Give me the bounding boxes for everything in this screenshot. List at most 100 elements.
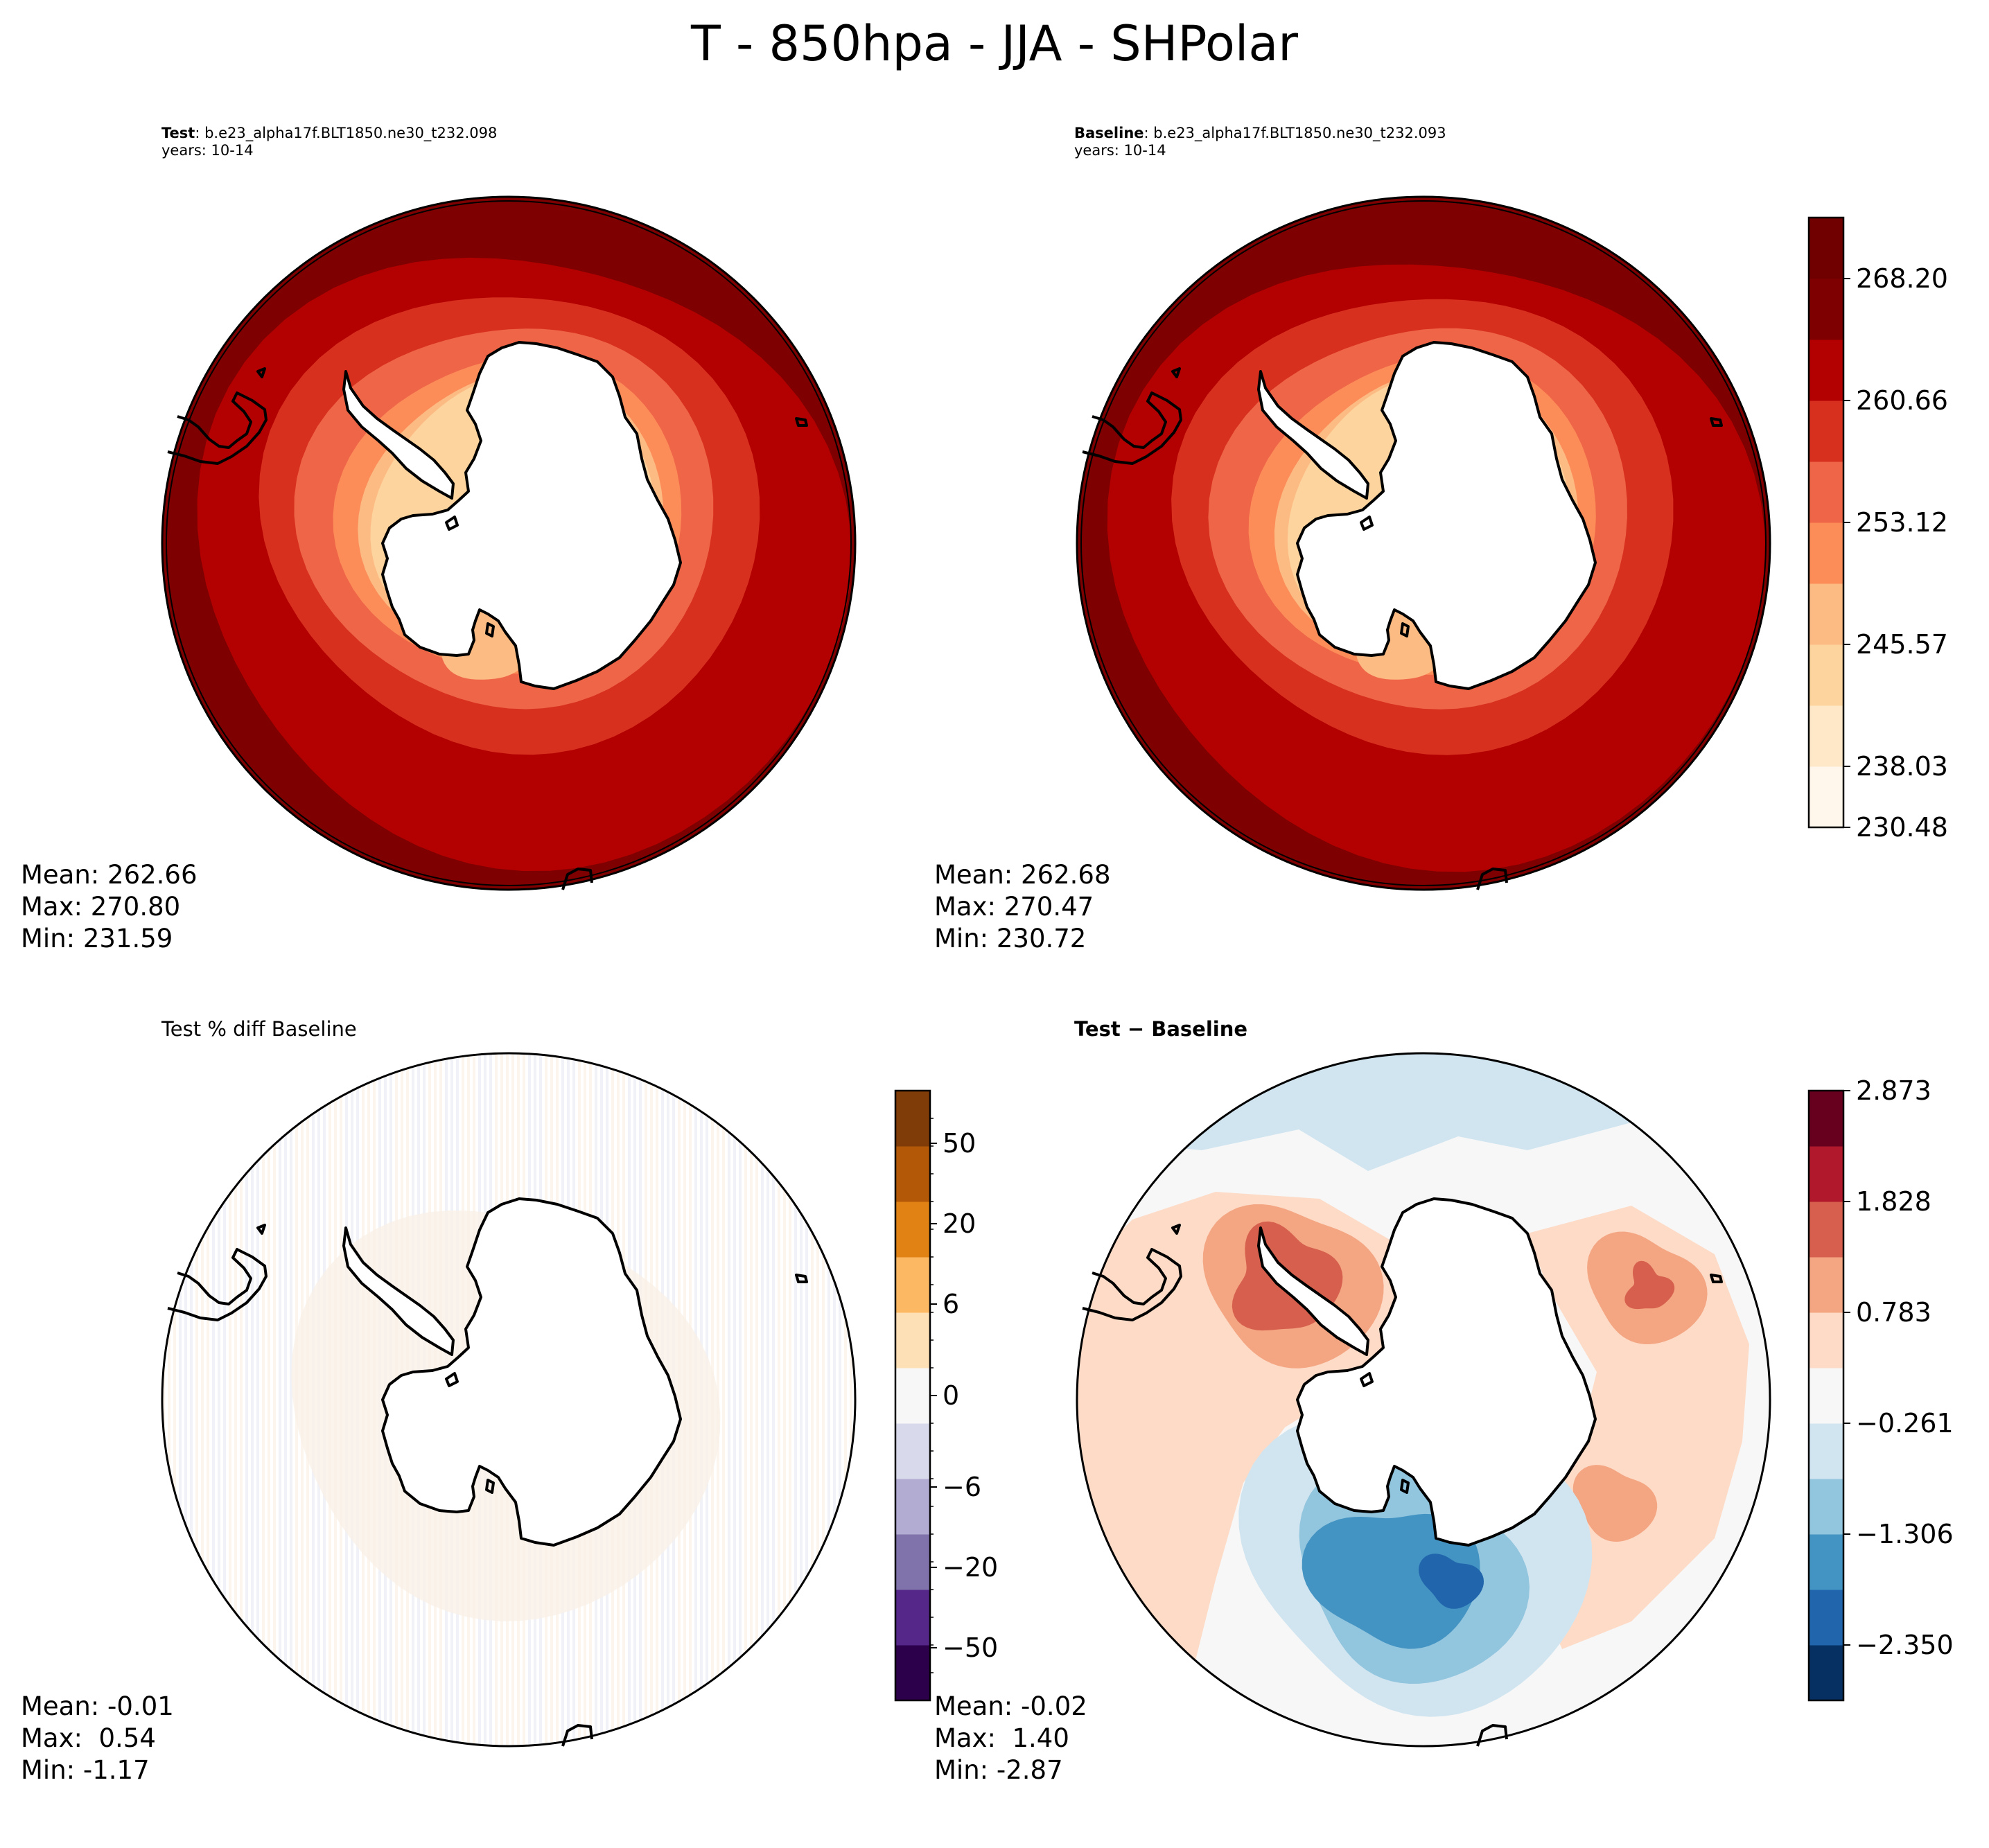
baseline-case-name: : b.e23_alpha17f.BLT1850.ne30_t232.093 (1144, 125, 1446, 141)
colorbar-segment (895, 1146, 930, 1202)
colorbar-segment (1809, 1590, 1843, 1646)
colorbar-segment (895, 1645, 930, 1701)
diff-max: Max: 1.40 (934, 1723, 1069, 1753)
field-stripe (850, 1053, 852, 1746)
colorbar-tick-label: 245.57 (1856, 629, 1948, 660)
field-stripe (273, 1053, 276, 1746)
colorbar-segment (895, 1091, 930, 1147)
colorbar-tick-label: 260.66 (1856, 385, 1948, 416)
field-stripe (744, 1053, 747, 1746)
new-zealand-coastline (561, 1724, 593, 1747)
field-stripe (839, 1053, 841, 1746)
island-coastline (1360, 1372, 1410, 1494)
colorbar-segment (895, 1368, 930, 1424)
test-max: Max: 270.80 (21, 892, 181, 922)
field-stripe (772, 1053, 775, 1746)
colorbar-tick-label: 1.828 (1856, 1186, 1931, 1217)
colorbar-frame (1807, 1089, 1845, 1702)
field-stripe (794, 1053, 797, 1746)
field-stripe (256, 1053, 259, 1746)
island-coastline (1360, 516, 1410, 637)
field-stripe (778, 1053, 780, 1746)
peninsula-coastline (1257, 1226, 1369, 1356)
test-mean: Mean: 262.66 (21, 860, 198, 890)
colorbar-segment (895, 1479, 930, 1535)
field-stripe (722, 1053, 725, 1746)
field-stripe (201, 1053, 204, 1746)
field-stripe (284, 1053, 287, 1746)
colorbar-tick-label: −2.350 (1856, 1630, 1954, 1660)
field-stripe (179, 1053, 182, 1746)
island-coastline (1171, 1224, 1181, 1235)
colorbar-segment (895, 1312, 930, 1369)
field-stripe (218, 1053, 220, 1746)
contour-band (1302, 1513, 1480, 1649)
field-stripe (761, 1053, 764, 1746)
colorbar-segment (1809, 279, 1843, 340)
colorbar-segment (895, 1423, 930, 1479)
colorbar-segment (1809, 401, 1843, 462)
colorbar-tick-label: 6 (943, 1289, 959, 1319)
colorbar-segment (895, 1257, 930, 1313)
island-coastline (1710, 417, 1723, 427)
map-boundary (1076, 1052, 1771, 1748)
field-stripe (162, 1053, 165, 1746)
map-boundary-inner (166, 200, 852, 886)
field-stripe (789, 1053, 791, 1746)
baseline-min: Min: 230.72 (934, 924, 1087, 953)
south-america-coastline (1082, 391, 1182, 465)
diff-min: Min: -2.87 (934, 1755, 1063, 1785)
colorbar-segment (895, 1534, 930, 1590)
test-panel-header: Test: b.e23_alpha17f.BLT1850.ne30_t232.0… (161, 125, 497, 159)
island-coastline (1710, 1274, 1723, 1283)
new-zealand-coastline (561, 868, 593, 890)
field-stripe (184, 1053, 187, 1746)
colorbar-segment (1809, 644, 1843, 706)
colorbar-tick-label: 2.873 (1856, 1075, 1931, 1106)
field-stripe (190, 1053, 193, 1746)
pctdiff-stats: Mean: -0.01 Max: 0.54 Min: -1.17 (21, 1691, 174, 1786)
colorbar-tick-label: −20 (943, 1552, 998, 1583)
field-stripe (816, 1053, 819, 1746)
island-coastline (256, 1224, 266, 1235)
field-stripe (766, 1053, 769, 1746)
peninsula-coastline (342, 370, 455, 500)
colorbar-segment (1809, 1645, 1843, 1701)
south-america-coastline (1082, 1248, 1182, 1321)
south-america-coastline (167, 1248, 268, 1321)
field-stripe (805, 1053, 808, 1746)
pctdiff-map (161, 1052, 857, 1748)
map-boundary (161, 1052, 857, 1748)
field-stripe (755, 1053, 758, 1746)
field-stripe (168, 1053, 170, 1746)
field-stripe (240, 1053, 243, 1746)
colorbar-segment (895, 1590, 930, 1646)
island-coastline (445, 1372, 495, 1494)
pctdiff-mean: Mean: -0.01 (21, 1691, 174, 1721)
colorbar-segment (1809, 1257, 1843, 1313)
pctdiff-min: Min: -1.17 (21, 1755, 150, 1785)
baseline-years: years: 10-14 (1074, 142, 1166, 159)
colorbar-tick-label: 238.03 (1856, 751, 1948, 782)
colorbar-segment (895, 1202, 930, 1258)
field-stripe (212, 1053, 215, 1746)
field-stripe (733, 1053, 736, 1746)
antarctica-coastline (381, 1197, 682, 1547)
colorbar-segment (1809, 1479, 1843, 1535)
field-stripe (844, 1053, 847, 1746)
field-stripe (207, 1053, 209, 1746)
colorbar-segment (1809, 1312, 1843, 1369)
field-stripe (800, 1053, 803, 1746)
diff-panel-title: Test − Baseline (1074, 1017, 1248, 1041)
contour-band (1419, 1554, 1484, 1609)
field-stripe (827, 1053, 830, 1746)
colorbar-segment (1809, 1534, 1843, 1590)
colorbar-tick-label: 0.783 (1856, 1297, 1931, 1328)
field-stripe (811, 1053, 814, 1746)
baseline-panel-header: Baseline: b.e23_alpha17f.BLT1850.ne30_t2… (1074, 125, 1446, 159)
antarctica-coastline (1296, 341, 1597, 690)
colorbar-tick-label: −1.306 (1856, 1519, 1954, 1549)
test-min: Min: 231.59 (21, 924, 173, 953)
contour-band (1572, 1465, 1658, 1542)
colorbar-segment (1809, 583, 1843, 645)
